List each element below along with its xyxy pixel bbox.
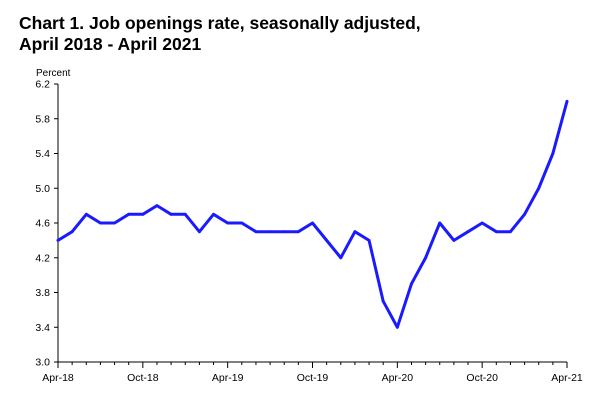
- data-point: [70, 230, 74, 234]
- data-point: [254, 230, 258, 234]
- data-point: [565, 99, 569, 103]
- x-tick-label: Apr-18: [42, 372, 74, 384]
- data-point: [197, 230, 201, 234]
- data-point: [466, 230, 470, 234]
- y-tick-label: 5.4: [35, 148, 50, 160]
- data-point: [183, 212, 187, 216]
- chart-title: Chart 1. Job openings rate, seasonally a…: [19, 13, 579, 55]
- chart-title-line-2: April 2018 - April 2021: [19, 34, 202, 54]
- data-point: [155, 204, 159, 208]
- data-point: [212, 212, 215, 216]
- x-tick-label: Apr-19: [212, 372, 244, 384]
- x-tick-label: Oct-20: [466, 372, 498, 384]
- y-tick-label: 4.6: [35, 218, 50, 230]
- data-point: [169, 212, 173, 216]
- data-point: [509, 230, 512, 234]
- y-tick-label: 3.0: [35, 357, 50, 369]
- y-tick-label: 3.8: [35, 287, 50, 299]
- x-tick-label: Oct-18: [127, 372, 159, 384]
- data-point: [127, 212, 131, 216]
- x-tick-label: Apr-21: [551, 372, 583, 384]
- data-point: [537, 186, 541, 190]
- data-point: [56, 238, 60, 242]
- data-point: [551, 152, 555, 155]
- y-tick-label: 5.8: [35, 113, 50, 125]
- y-axis-label: Percent: [36, 68, 71, 79]
- data-point: [395, 325, 399, 329]
- data-point: [268, 230, 272, 234]
- data-point: [438, 221, 442, 225]
- data-point: [494, 230, 498, 234]
- data-point: [353, 230, 357, 234]
- data-point: [226, 221, 230, 225]
- data-point: [296, 230, 300, 234]
- data-point: [282, 230, 286, 234]
- chart-title-line-1: Chart 1. Job openings rate, seasonally a…: [19, 13, 421, 33]
- data-point: [99, 221, 102, 225]
- data-point: [381, 299, 385, 303]
- data-point: [311, 221, 314, 225]
- data-point: [367, 238, 371, 242]
- job-openings-rate-line: [56, 99, 569, 329]
- data-point: [480, 221, 484, 225]
- x-tick-label: Oct-19: [297, 372, 329, 384]
- data-point: [410, 282, 413, 286]
- data-point: [523, 212, 526, 216]
- x-axis-ticks: Apr-18 Oct-18 Apr-19 Oct-19 Apr-20 Oct-20 Apr-…: [42, 362, 583, 384]
- data-point: [325, 238, 329, 242]
- data-point: [240, 221, 244, 225]
- data-point: [113, 221, 116, 225]
- data-point: [424, 256, 428, 260]
- plot-area: [56, 99, 569, 329]
- y-tick-label: 4.2: [35, 252, 50, 264]
- y-axis-ticks: 3.0 3.4 3.8 4.2 4.6 5.0 5.4 5.8 6.2: [35, 79, 58, 369]
- data-point: [452, 238, 456, 242]
- data-point: [84, 212, 88, 216]
- y-tick-label: 6.2: [35, 79, 50, 91]
- y-tick-label: 5.0: [35, 183, 50, 195]
- data-point: [339, 256, 343, 260]
- y-tick-label: 3.4: [35, 322, 50, 334]
- data-point: [141, 212, 145, 216]
- x-tick-label: Apr-20: [382, 372, 414, 384]
